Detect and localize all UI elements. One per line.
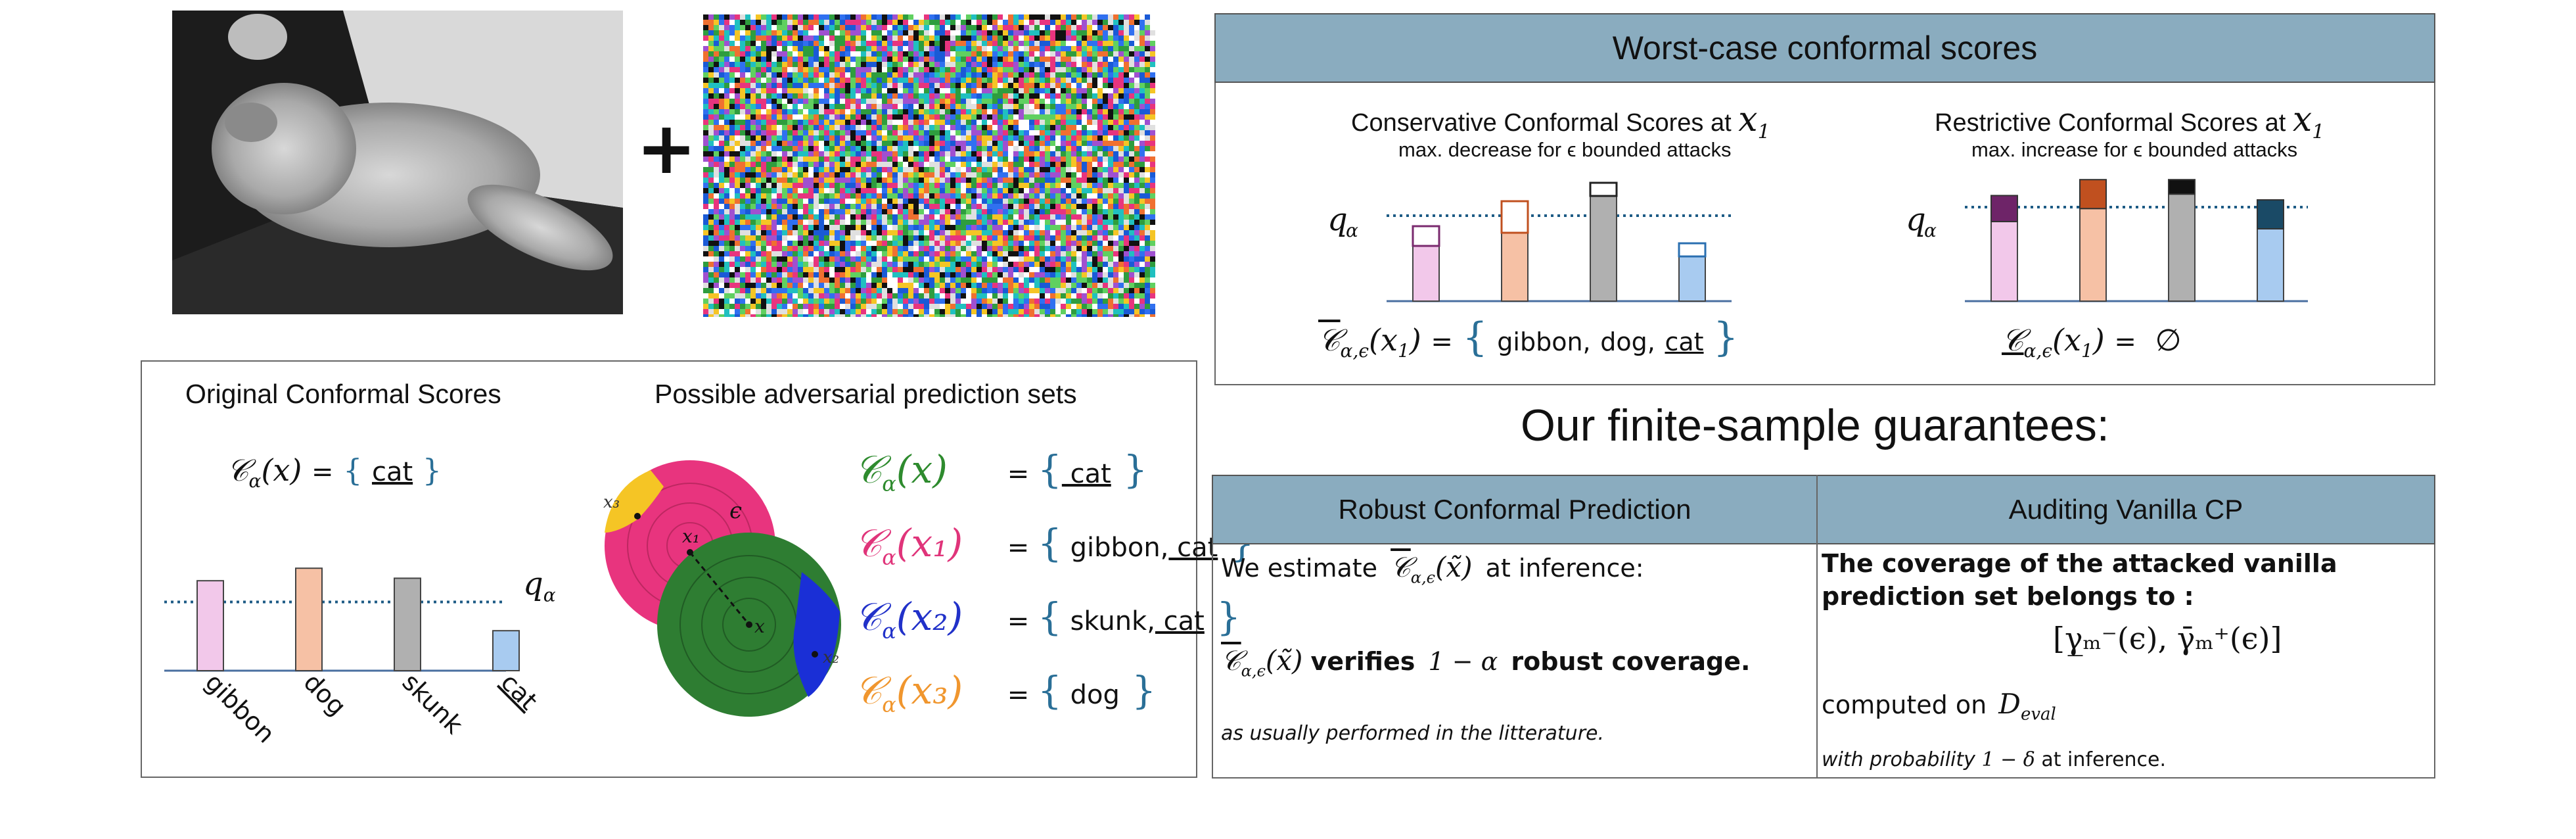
set-symbol: 𝒞α(x) — [227, 452, 302, 492]
cons-bar-3 — [1678, 256, 1706, 302]
x2-label: x₂ — [823, 648, 839, 667]
robust-line2: 𝒞α,ϵ(x̃) verifies 1 − α robust coverage. — [1221, 644, 1751, 681]
bar-gibbon — [196, 580, 224, 671]
conservative-title: Conservative Conformal Scores at x1 — [1351, 100, 1770, 144]
adv-set-item: dog — [1061, 680, 1120, 710]
bar-label-gibbon: gibbon — [200, 667, 281, 748]
adv-sets-title: Possible adversarial prediction sets — [655, 379, 1077, 409]
cons-bar-1 — [1501, 232, 1529, 302]
adv-set-symbol-3: 𝒞α(x₃) — [854, 668, 963, 717]
adv-set-item: skunk, — [1061, 606, 1155, 636]
conservative-set-item-2: cat — [1665, 327, 1704, 356]
restrictive-subtitle: max. increase for ϵ bounded attacks — [1971, 138, 2298, 161]
open-brace: { — [343, 452, 363, 488]
guarantees-title: Our finite-sample guarantees: — [1521, 400, 2109, 450]
worst-case-title: Worst-case conformal scores — [1612, 30, 2038, 66]
original-scores-chart: gibbon dog skunk cat — [164, 567, 543, 748]
conservative-set-item-1: dog, — [1600, 327, 1655, 356]
cons-q-alpha: q — [1327, 201, 1348, 238]
bar-label-skunk: skunk — [397, 667, 469, 739]
bar-skunk — [394, 577, 421, 672]
adv-set-symbol-0: 𝒞α(x) — [854, 447, 948, 496]
adv-set-symbol-1: 𝒞α(x₁) — [854, 521, 963, 570]
bar-cat — [492, 630, 520, 671]
cons-bar-delta-1 — [1500, 200, 1529, 234]
q-alpha-label: qα — [523, 565, 556, 606]
adv-set-symbol-2: 𝒞α(x₂) — [854, 594, 963, 644]
cat-photo — [172, 11, 623, 314]
adversarial-ball-diagram: ϵ x₁ x x₃ x₂ — [603, 460, 841, 717]
plus-sign: + — [636, 106, 697, 190]
rest-bar-1 — [2079, 208, 2107, 302]
adv-set-row-0: 𝒞α(x) = { cat } — [854, 447, 1148, 496]
cons-bar-delta-2 — [1589, 181, 1618, 197]
epsilon-radius-line — [689, 552, 750, 625]
equals-sign: = — [311, 457, 334, 487]
adversarial-noise-image — [703, 14, 1155, 317]
close-brace: } — [422, 452, 442, 488]
adv-set-row-1: 𝒞α(x₁) = { gibbon, cat } — [854, 521, 1254, 570]
adv-set-item: gibbon, — [1061, 533, 1169, 563]
bar-label-cat: cat — [495, 667, 543, 715]
adv-set-item: cat — [1168, 533, 1218, 563]
cons-bar-2 — [1590, 195, 1617, 302]
conservative-subtitle: max. decrease for ϵ bounded attacks — [1398, 138, 1732, 161]
restrictive-scores-chart: qα — [1906, 179, 2308, 302]
x3-label: x₃ — [603, 492, 620, 512]
original-scores-title: Original Conformal Scores — [185, 379, 501, 409]
cons-bar-delta-3 — [1678, 242, 1707, 258]
restrictive-title: Restrictive Conformal Scores at x1 — [1935, 100, 2325, 144]
rest-bar-delta-2 — [2168, 179, 2196, 195]
rest-bar-2 — [2168, 193, 2196, 302]
rest-q-alpha: q — [1906, 201, 1926, 238]
rest-bar-0 — [1990, 221, 2018, 302]
adv-set-row-2: 𝒞α(x₂) = { skunk, cat } — [854, 594, 1241, 644]
x-label: x — [754, 615, 765, 637]
eps-label: ϵ — [729, 498, 742, 524]
auditing-computed-on: computed on Deval — [1822, 688, 2056, 725]
robust-cp-header: Robust Conformal Prediction — [1212, 475, 1818, 544]
robust-line1: We estimate 𝒞α,ϵ(x̃) at inference: — [1221, 551, 1644, 587]
cons-bar-0 — [1412, 245, 1440, 302]
original-set-expression: 𝒞α(x) = { cat } — [227, 452, 442, 492]
lower-set-symbol: 𝒞α,ϵ(x1) — [2002, 322, 2105, 362]
conservative-set-expression: 𝒞α,ϵ(x1) = { gibbon, dog, cat } — [1318, 314, 1739, 362]
auditing-interval: [γ̲ₘ⁻(ϵ), γ̄ₘ⁺(ϵ)] — [2053, 621, 2282, 656]
set-item-cat: cat — [371, 457, 413, 487]
left-panel — [141, 360, 1197, 778]
robust-footnote: as usually performed in the litterature. — [1221, 722, 1605, 745]
rest-bar-delta-0 — [1990, 195, 2018, 222]
adv-set-row-3: 𝒞α(x₃) = { dog } — [854, 668, 1157, 717]
cons-bar-delta-0 — [1412, 225, 1440, 247]
x1-label: x₁ — [682, 525, 700, 547]
table-divider — [1816, 475, 1818, 779]
adv-set-item: cat — [1061, 459, 1111, 489]
auditing-footnote: with probability 1 − δ at inference. — [1822, 748, 2167, 771]
adv-set-item: cat — [1155, 606, 1205, 636]
upper-set-symbol: 𝒞α,ϵ(x1) — [1318, 322, 1421, 362]
rest-bar-delta-1 — [2079, 179, 2107, 210]
conservative-set-item-0: gibbon, — [1497, 327, 1591, 356]
empty-set-symbol: ∅ — [2155, 322, 2182, 358]
auditing-cp-header: Auditing Vanilla CP — [1816, 475, 2435, 544]
restrictive-set-expression: 𝒞α,ϵ(x1) = ∅ — [2002, 322, 2182, 362]
rest-bar-3 — [2257, 228, 2284, 302]
conservative-scores-chart: qα — [1327, 181, 1732, 302]
bar-label-dog: dog — [298, 667, 352, 721]
worst-case-header: Worst-case conformal scores — [1214, 13, 2435, 83]
auditing-bold-text: The coverage of the attacked vanilla pre… — [1822, 549, 2337, 611]
bar-dog — [295, 567, 323, 672]
rest-bar-delta-3 — [2257, 199, 2284, 229]
